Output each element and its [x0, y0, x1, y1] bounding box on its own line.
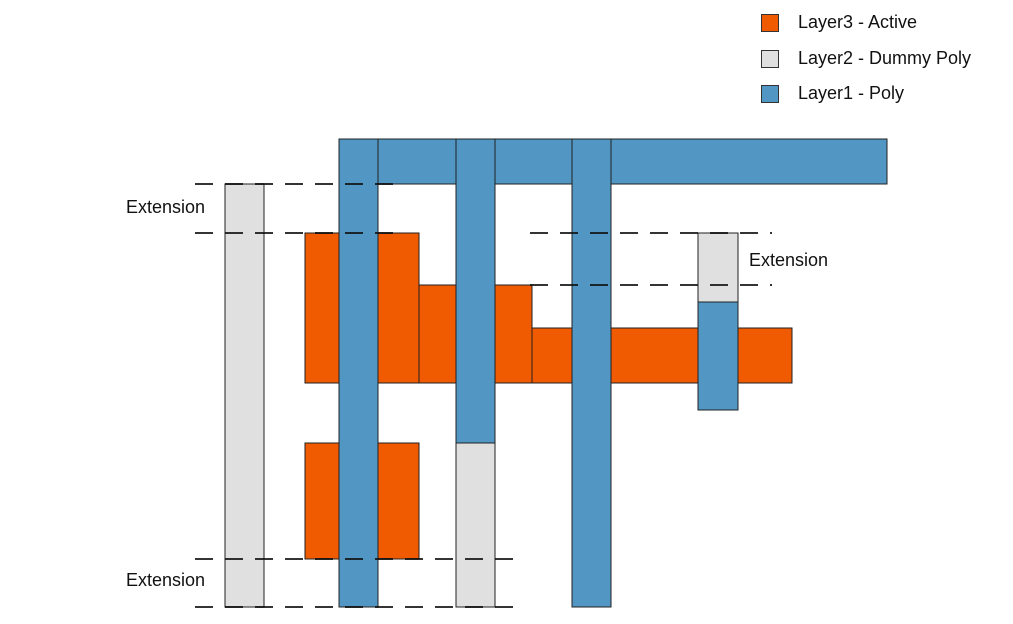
poly-top-bar	[338, 138, 888, 185]
legend-label-active: Layer3 - Active	[798, 12, 918, 32]
active-region	[531, 327, 793, 384]
legend-swatch-active	[761, 14, 779, 32]
poly-finger	[571, 138, 612, 608]
legend-swatch-poly	[761, 85, 779, 103]
poly-finger	[455, 138, 496, 444]
dummy-poly-segment	[455, 442, 496, 608]
dummy-poly-segment	[697, 232, 739, 303]
poly-small	[697, 301, 739, 411]
legend-label-dummy-poly: Layer2 - Dummy Poly	[798, 48, 972, 68]
extension-label-bottom-left: Extension	[126, 570, 206, 590]
extension-label-right: Extension	[749, 250, 829, 270]
dummy-poly-left	[224, 183, 265, 608]
legend-label-poly: Layer1 - Poly	[798, 83, 905, 103]
poly-finger	[338, 138, 379, 608]
legend-swatch-dummy-poly	[761, 50, 779, 68]
extension-label-top-left: Extension	[126, 197, 206, 217]
